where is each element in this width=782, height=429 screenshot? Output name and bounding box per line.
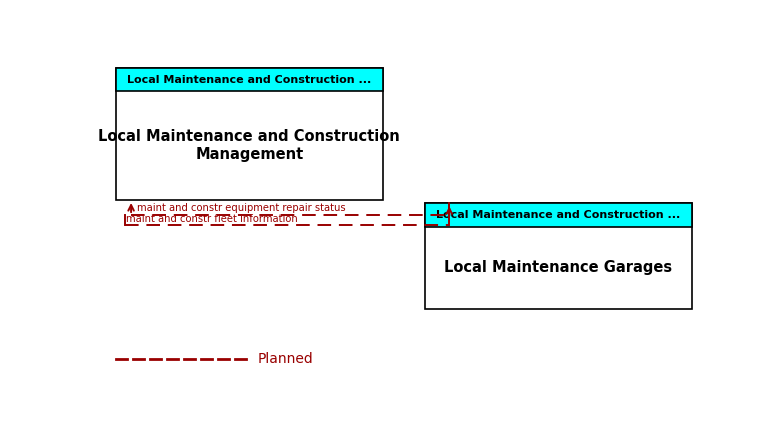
Text: Local Maintenance and Construction
Management: Local Maintenance and Construction Manag… bbox=[99, 130, 400, 162]
Bar bbox=[425, 203, 692, 227]
Text: Local Maintenance Garages: Local Maintenance Garages bbox=[444, 260, 673, 275]
Bar bbox=[425, 203, 692, 309]
Text: Local Maintenance and Construction ...: Local Maintenance and Construction ... bbox=[436, 210, 680, 220]
Bar bbox=[116, 68, 382, 200]
Text: Planned: Planned bbox=[258, 352, 314, 366]
Bar bbox=[116, 68, 382, 91]
Text: maint and constr fleet information: maint and constr fleet information bbox=[126, 214, 298, 224]
Text: maint and constr equipment repair status: maint and constr equipment repair status bbox=[137, 203, 346, 213]
Text: Local Maintenance and Construction ...: Local Maintenance and Construction ... bbox=[127, 75, 371, 85]
